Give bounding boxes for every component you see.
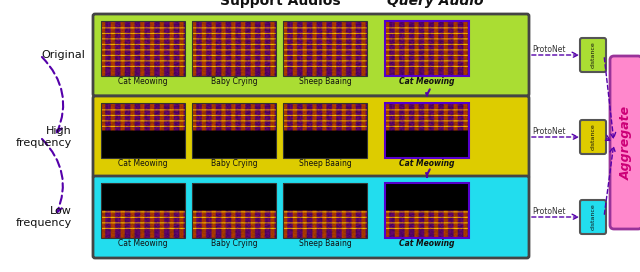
- Text: Sheep Baaing: Sheep Baaing: [299, 239, 351, 248]
- Text: Support Audios: Support Audios: [220, 0, 340, 8]
- Text: Aggregate: Aggregate: [620, 106, 632, 180]
- Bar: [385, 183, 469, 238]
- Text: Baby Crying: Baby Crying: [211, 77, 257, 86]
- Bar: [101, 103, 185, 158]
- FancyBboxPatch shape: [93, 96, 529, 178]
- Text: Baby Crying: Baby Crying: [211, 239, 257, 248]
- Text: distance: distance: [591, 42, 595, 68]
- FancyBboxPatch shape: [93, 176, 529, 258]
- Text: Cat Meowing: Cat Meowing: [399, 77, 455, 86]
- Bar: [101, 21, 185, 76]
- Bar: [283, 103, 367, 158]
- Text: ProtoNet: ProtoNet: [532, 126, 566, 135]
- Text: Cat Meowing: Cat Meowing: [399, 159, 455, 168]
- FancyBboxPatch shape: [580, 38, 606, 72]
- Bar: [192, 21, 276, 76]
- Bar: [385, 21, 469, 76]
- Text: Low
frequency: Low frequency: [16, 206, 72, 228]
- Text: Original: Original: [41, 50, 85, 60]
- FancyBboxPatch shape: [93, 14, 529, 96]
- Bar: [283, 21, 367, 76]
- Text: Query Audio: Query Audio: [387, 0, 483, 8]
- Text: ProtoNet: ProtoNet: [532, 206, 566, 215]
- Bar: [192, 103, 276, 158]
- Bar: [101, 183, 185, 238]
- FancyBboxPatch shape: [580, 120, 606, 154]
- Text: Sheep Baaing: Sheep Baaing: [299, 77, 351, 86]
- Text: distance: distance: [591, 124, 595, 150]
- Text: Cat Meowing: Cat Meowing: [118, 159, 168, 168]
- Bar: [385, 103, 469, 158]
- Text: ProtoNet: ProtoNet: [532, 45, 566, 54]
- Bar: [283, 183, 367, 238]
- Text: Baby Crying: Baby Crying: [211, 159, 257, 168]
- Text: Cat Meowing: Cat Meowing: [118, 239, 168, 248]
- Bar: [192, 183, 276, 238]
- Text: Cat Meowing: Cat Meowing: [399, 239, 455, 248]
- FancyBboxPatch shape: [580, 200, 606, 234]
- Text: Cat Meowing: Cat Meowing: [118, 77, 168, 86]
- Text: Sheep Baaing: Sheep Baaing: [299, 159, 351, 168]
- Text: distance: distance: [591, 204, 595, 230]
- FancyBboxPatch shape: [610, 56, 640, 229]
- Text: High
frequency: High frequency: [16, 126, 72, 148]
